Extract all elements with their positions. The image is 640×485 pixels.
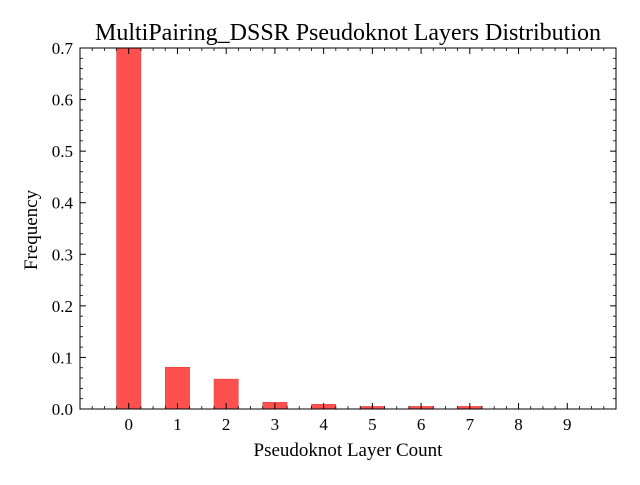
y-tick-label-3: 0.3	[52, 245, 73, 264]
x-tick-label-2: 2	[222, 415, 231, 434]
x-tick-label-1: 1	[173, 415, 182, 434]
y-tick-label-5: 0.5	[52, 142, 73, 161]
x-tick-label-5: 5	[368, 415, 377, 434]
y-tick-label-2: 0.2	[52, 297, 73, 316]
y-tick-label-1: 0.1	[52, 348, 73, 367]
y-tick-label-6: 0.6	[52, 91, 73, 110]
bar-0	[116, 47, 142, 410]
x-axis-label: Pseudoknot Layer Count	[254, 440, 444, 461]
plot-frame	[79, 47, 617, 410]
x-tick-label-6: 6	[417, 415, 426, 434]
plot-area: 0 1 2 3 4 5 6 7 8 9 0.0 0.1 0.2 0.3 0.4 0.5 0.6 0.7	[52, 39, 617, 434]
x-tick-label-4: 4	[319, 415, 328, 434]
y-tick-label-7: 0.7	[52, 39, 74, 58]
x-tick-label-3: 3	[271, 415, 280, 434]
x-tick-label-7: 7	[466, 415, 475, 434]
x-tick-label-0: 0	[124, 415, 133, 434]
bar-1	[165, 366, 190, 410]
y-tick-label-0: 0.0	[52, 400, 73, 419]
y-axis-label: Frequency	[21, 189, 42, 270]
chart-title: MultiPairing_DSSR Pseudoknot Layers Dist…	[95, 20, 601, 46]
x-tick-label-9: 9	[563, 415, 572, 434]
x-tick-label-8: 8	[514, 415, 523, 434]
y-tick-label-4: 0.4	[52, 194, 74, 213]
